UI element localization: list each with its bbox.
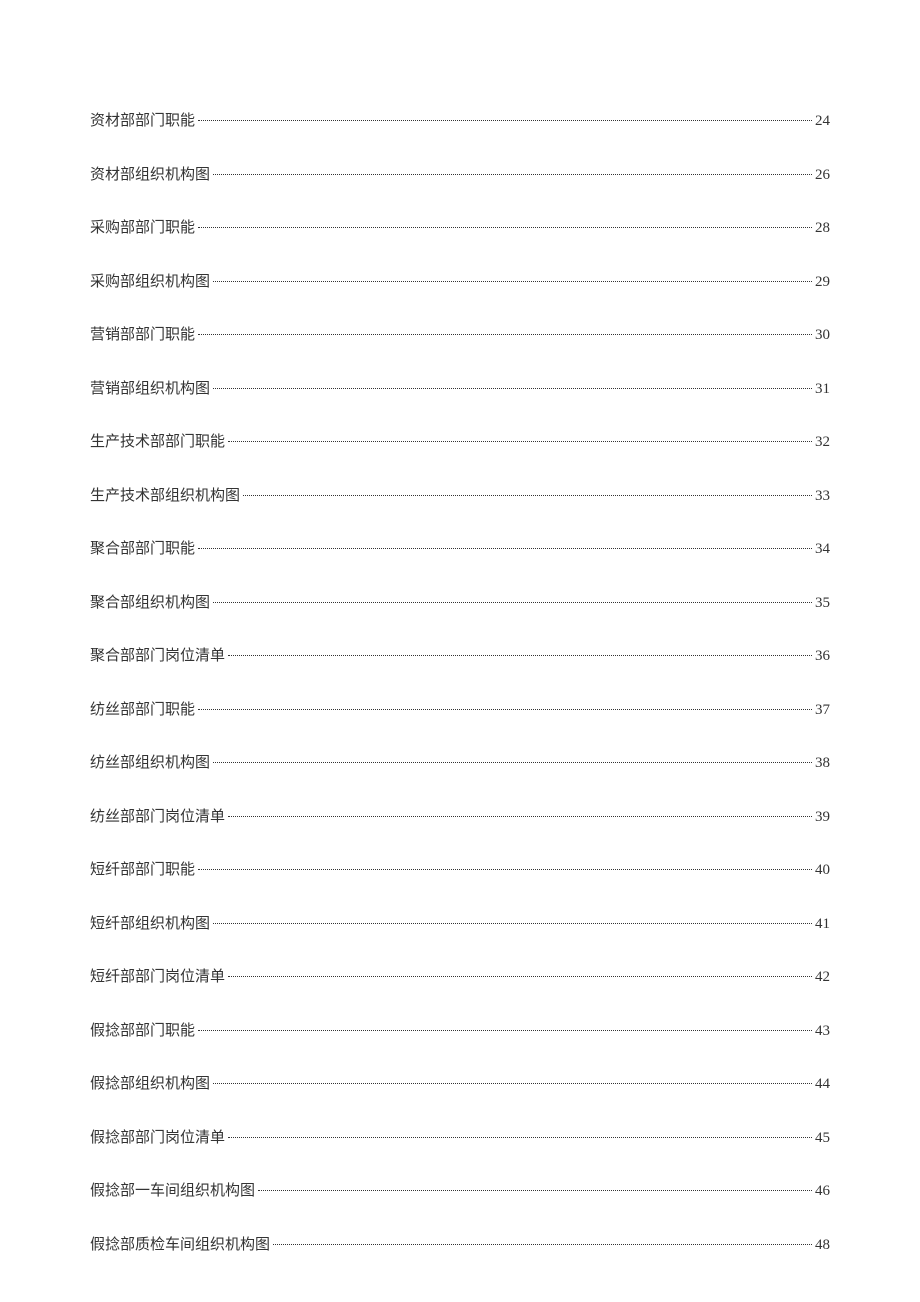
toc-entry-page: 46 — [815, 1180, 830, 1203]
toc-dot-leader — [228, 655, 812, 656]
toc-entry-page: 33 — [815, 485, 830, 508]
toc-dot-leader — [213, 1083, 812, 1084]
toc-dot-leader — [198, 120, 812, 121]
toc-entry: 资材部组织机构图 26 — [90, 164, 830, 187]
toc-entry: 假捻部组织机构图 44 — [90, 1073, 830, 1096]
toc-entry-title: 假捻部部门岗位清单 — [90, 1127, 225, 1150]
toc-dot-leader — [258, 1190, 812, 1191]
toc-entry-page: 43 — [815, 1020, 830, 1043]
toc-entry: 生产技术部组织机构图 33 — [90, 485, 830, 508]
toc-entry-title: 营销部组织机构图 — [90, 378, 210, 401]
toc-entry: 纺丝部部门职能 37 — [90, 699, 830, 722]
toc-entry-title: 假捻部组织机构图 — [90, 1073, 210, 1096]
toc-entry-title: 生产技术部组织机构图 — [90, 485, 240, 508]
toc-entry-title: 假捻部部门职能 — [90, 1020, 195, 1043]
toc-entry-title: 纺丝部组织机构图 — [90, 752, 210, 775]
toc-entry-title: 采购部部门职能 — [90, 217, 195, 240]
toc-entry-title: 短纤部组织机构图 — [90, 913, 210, 936]
toc-entry: 假捻部部门岗位清单 45 — [90, 1127, 830, 1150]
toc-entry-title: 聚合部部门岗位清单 — [90, 645, 225, 668]
toc-entry-title: 假捻部质检车间组织机构图 — [90, 1234, 270, 1257]
toc-entry-page: 36 — [815, 645, 830, 668]
toc-entry-title: 采购部组织机构图 — [90, 271, 210, 294]
toc-entry-page: 48 — [815, 1234, 830, 1257]
toc-entry: 聚合部部门职能 34 — [90, 538, 830, 561]
toc-entry-title: 短纤部部门岗位清单 — [90, 966, 225, 989]
toc-entry: 聚合部组织机构图 35 — [90, 592, 830, 615]
toc-entry: 资材部部门职能 24 — [90, 110, 830, 133]
toc-entry-page: 31 — [815, 378, 830, 401]
toc-entry-title: 短纤部部门职能 — [90, 859, 195, 882]
toc-entry: 采购部部门职能 28 — [90, 217, 830, 240]
toc-entry-page: 38 — [815, 752, 830, 775]
toc-entry-page: 29 — [815, 271, 830, 294]
toc-entry-title: 假捻部一车间组织机构图 — [90, 1180, 255, 1203]
toc-entry-title: 营销部部门职能 — [90, 324, 195, 347]
toc-dot-leader — [198, 1030, 812, 1031]
toc-entry: 生产技术部部门职能 32 — [90, 431, 830, 454]
toc-dot-leader — [273, 1244, 812, 1245]
toc-dot-leader — [228, 816, 812, 817]
toc-dot-leader — [243, 495, 812, 496]
toc-entry: 假捻部部门职能 43 — [90, 1020, 830, 1043]
toc-entry-page: 30 — [815, 324, 830, 347]
toc-dot-leader — [228, 1137, 812, 1138]
toc-entry-page: 37 — [815, 699, 830, 722]
toc-entry-title: 纺丝部部门岗位清单 — [90, 806, 225, 829]
toc-dot-leader — [198, 709, 812, 710]
toc-dot-leader — [213, 602, 812, 603]
toc-entry-page: 45 — [815, 1127, 830, 1150]
toc-entry: 假捻部一车间组织机构图 46 — [90, 1180, 830, 1203]
toc-entry-page: 32 — [815, 431, 830, 454]
toc-entry-title: 纺丝部部门职能 — [90, 699, 195, 722]
toc-dot-leader — [213, 762, 812, 763]
toc-entry-page: 28 — [815, 217, 830, 240]
toc-entry: 短纤部组织机构图 41 — [90, 913, 830, 936]
toc-entry-page: 40 — [815, 859, 830, 882]
toc-entry-title: 聚合部组织机构图 — [90, 592, 210, 615]
toc-dot-leader — [213, 388, 812, 389]
toc-dot-leader — [228, 976, 812, 977]
toc-entry: 纺丝部部门岗位清单 39 — [90, 806, 830, 829]
toc-entry-page: 39 — [815, 806, 830, 829]
toc-entry: 聚合部部门岗位清单 36 — [90, 645, 830, 668]
toc-dot-leader — [213, 923, 812, 924]
toc-entry-page: 35 — [815, 592, 830, 615]
toc-entry-title: 生产技术部部门职能 — [90, 431, 225, 454]
toc-entry-page: 24 — [815, 110, 830, 133]
table-of-contents: 资材部部门职能 24 资材部组织机构图 26 采购部部门职能 28 采购部组织机构图 29 营销… — [90, 110, 830, 1256]
toc-entry: 纺丝部组织机构图 38 — [90, 752, 830, 775]
toc-dot-leader — [198, 227, 812, 228]
toc-entry: 假捻部质检车间组织机构图 48 — [90, 1234, 830, 1257]
toc-dot-leader — [228, 441, 812, 442]
toc-entry-page: 42 — [815, 966, 830, 989]
toc-entry-page: 44 — [815, 1073, 830, 1096]
toc-entry-title: 资材部部门职能 — [90, 110, 195, 133]
toc-entry: 短纤部部门职能 40 — [90, 859, 830, 882]
toc-dot-leader — [198, 548, 812, 549]
toc-entry-page: 41 — [815, 913, 830, 936]
toc-dot-leader — [213, 174, 812, 175]
toc-entry-title: 聚合部部门职能 — [90, 538, 195, 561]
toc-entry: 营销部部门职能 30 — [90, 324, 830, 347]
toc-dot-leader — [198, 869, 812, 870]
toc-entry: 采购部组织机构图 29 — [90, 271, 830, 294]
toc-entry-page: 26 — [815, 164, 830, 187]
toc-entry-page: 34 — [815, 538, 830, 561]
toc-entry: 短纤部部门岗位清单 42 — [90, 966, 830, 989]
toc-dot-leader — [198, 334, 812, 335]
toc-dot-leader — [213, 281, 812, 282]
toc-entry: 营销部组织机构图 31 — [90, 378, 830, 401]
toc-entry-title: 资材部组织机构图 — [90, 164, 210, 187]
